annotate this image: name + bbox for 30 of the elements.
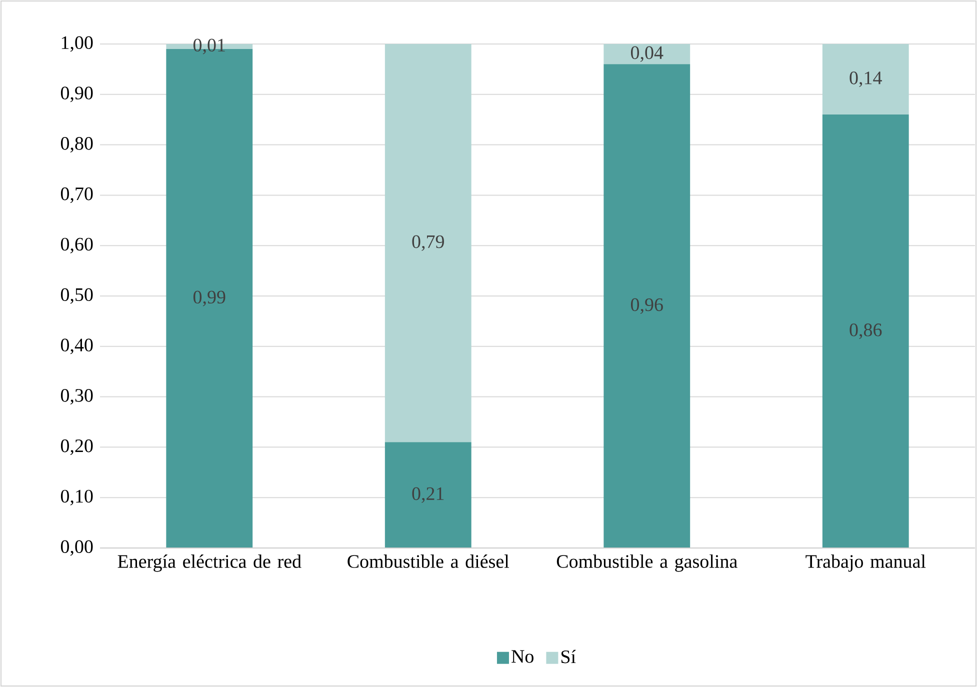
bar — [604, 44, 690, 64]
bar — [384, 44, 472, 442]
y-tick-label: 0,40 — [60, 338, 93, 354]
y-tick-label: 0,10 — [60, 490, 93, 506]
legend-label: No — [512, 650, 534, 663]
legend-label: Sí — [561, 650, 576, 664]
data-label: 0,04 — [630, 46, 664, 62]
bar — [384, 442, 472, 548]
bar — [822, 44, 909, 115]
y-tick-label: 0,80 — [60, 137, 93, 153]
x-tick-label: Combustible a gasolina — [556, 554, 738, 572]
data-label: 0,79 — [412, 235, 444, 251]
y-tick-label: 0,30 — [60, 389, 93, 405]
x-tick-label: Energía eléctrica de red — [118, 554, 302, 572]
bar — [822, 114, 909, 548]
data-label: 0,99 — [193, 290, 226, 306]
y-tick-label: 0,60 — [60, 238, 93, 254]
bar — [604, 64, 690, 548]
data-label: 0,86 — [850, 324, 882, 340]
y-tick-label: 0,70 — [60, 187, 93, 203]
x-tick-label: Combustible a diésel — [348, 554, 510, 568]
data-label: 0,14 — [850, 72, 882, 88]
x-tick-label: Trabajo manual — [806, 554, 926, 572]
y-tick-label: 1,00 — [62, 36, 93, 52]
y-tick-label: 0,00 — [60, 540, 93, 556]
data-label: 0,21 — [412, 487, 444, 503]
y-tick-label: 0,50 — [60, 288, 93, 304]
y-tick-label: 0,20 — [60, 439, 93, 455]
y-tick-label: 0,90 — [60, 86, 93, 102]
data-label: 0,96 — [630, 298, 663, 314]
